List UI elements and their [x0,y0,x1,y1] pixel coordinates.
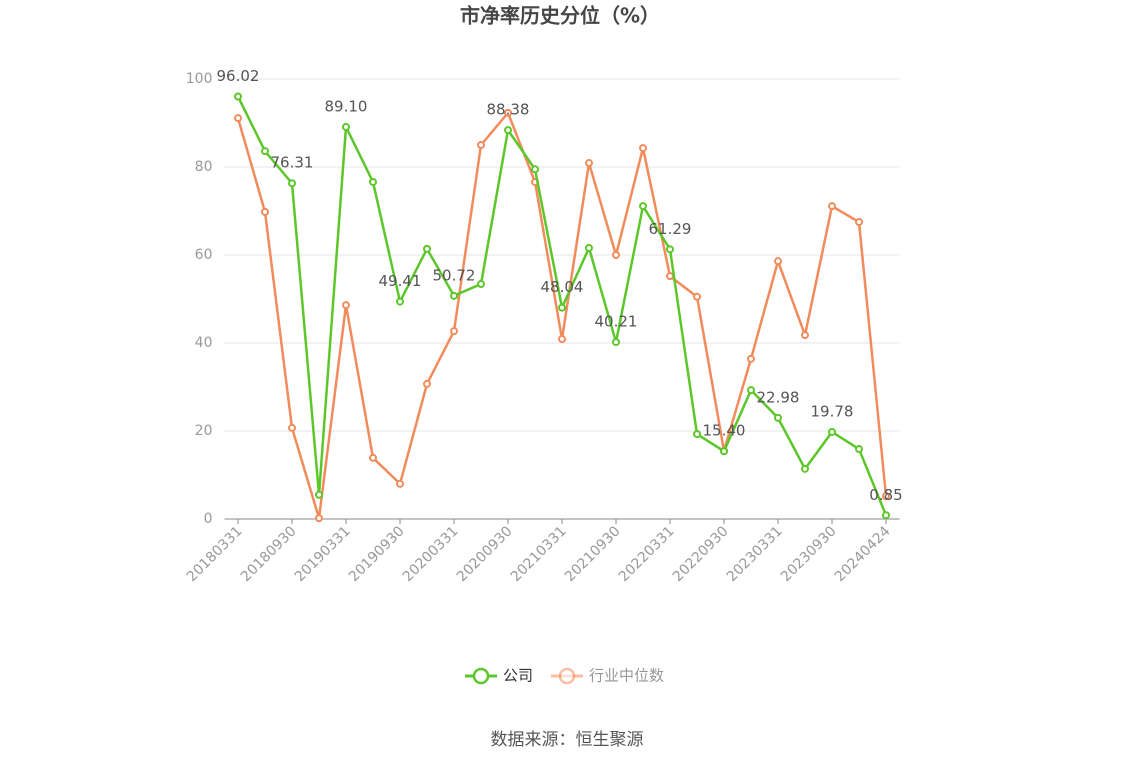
x-tick-label: 20240424 [832,523,894,585]
data-point [666,272,674,281]
data-point [531,165,539,174]
chart-title: 市净率历史分位（%） [460,4,660,28]
data-point [666,245,674,254]
data-point [477,141,485,149]
legend-marker [558,667,576,685]
data-label: 50.72 [433,266,476,284]
data-point [747,386,755,395]
data-label: 88.38 [487,101,530,119]
x-tick-label: 20220930 [670,523,732,585]
data-label: 19.78 [811,402,854,420]
data-point [315,490,323,499]
y-tick-label: 40 [195,335,213,351]
data-point [639,202,647,211]
data-point [612,251,620,259]
data-point [504,126,512,135]
y-tick-label: 60 [195,247,213,263]
data-point [315,514,323,523]
data-label: 96.02 [217,67,260,85]
data-point [369,177,377,186]
legend-label: 行业中位数 [589,667,664,685]
data-point [585,159,593,168]
data-point [693,430,701,439]
x-tick-label: 20180331 [184,523,246,585]
data-label: 61.29 [649,220,692,238]
data-label: 89.10 [325,97,368,115]
data-point [423,379,431,388]
data-point [342,301,350,310]
data-point [774,257,782,266]
data-label: 15.40 [703,422,746,440]
data-point [342,122,350,131]
data-label: 22.98 [757,388,800,406]
data-point [558,303,566,312]
data-point [855,445,863,454]
data-point [612,338,620,347]
data-point [774,413,782,422]
y-tick-label: 100 [186,71,213,87]
data-point [450,327,458,336]
legend-marker [472,667,490,685]
data-point [261,207,269,216]
data-point [882,492,890,501]
data-point [450,291,458,300]
x-tick-label: 20180930 [238,523,300,585]
data-point [882,511,890,520]
data-point [396,479,404,488]
data-label: 0.85 [869,486,902,504]
data-label: 48.04 [541,278,584,296]
x-tick-label: 20200331 [400,523,462,585]
data-point [477,280,485,289]
y-tick-label: 20 [195,423,213,439]
legend-label: 公司 [503,667,533,685]
data-point [639,144,647,153]
data-point [234,92,242,101]
data-point [369,453,377,462]
data-point [828,202,836,211]
x-tick-label: 20190331 [292,523,354,585]
data-label: 40.21 [595,313,638,331]
data-point [855,218,863,226]
x-tick-label: 20230331 [724,523,786,585]
data-point [801,464,809,473]
x-tick-label: 20220331 [616,523,678,585]
data-point [801,331,809,340]
data-point [747,354,755,363]
data-point [828,427,836,436]
x-tick-label: 20190930 [346,523,408,585]
data-point [585,243,593,252]
series-line [236,110,888,519]
x-tick-label: 20200930 [454,523,516,585]
data-point [558,335,566,344]
data-point [234,114,242,123]
data-point [423,244,431,253]
data-point [504,108,512,117]
data-point [396,297,404,306]
x-tick-label: 20230930 [778,523,840,585]
y-tick-label: 0 [204,511,213,527]
data-point [693,292,701,301]
data-point [720,447,728,456]
y-tick-label: 80 [195,159,213,175]
data-point [288,179,296,188]
x-tick-label: 20210331 [508,523,570,585]
data-point [261,147,269,156]
source-note: 数据来源：恒生聚源 [491,730,644,750]
x-tick-label: 20210930 [562,523,624,585]
data-point [288,423,296,432]
data-label: 49.41 [379,272,422,290]
data-label: 76.31 [271,154,314,172]
